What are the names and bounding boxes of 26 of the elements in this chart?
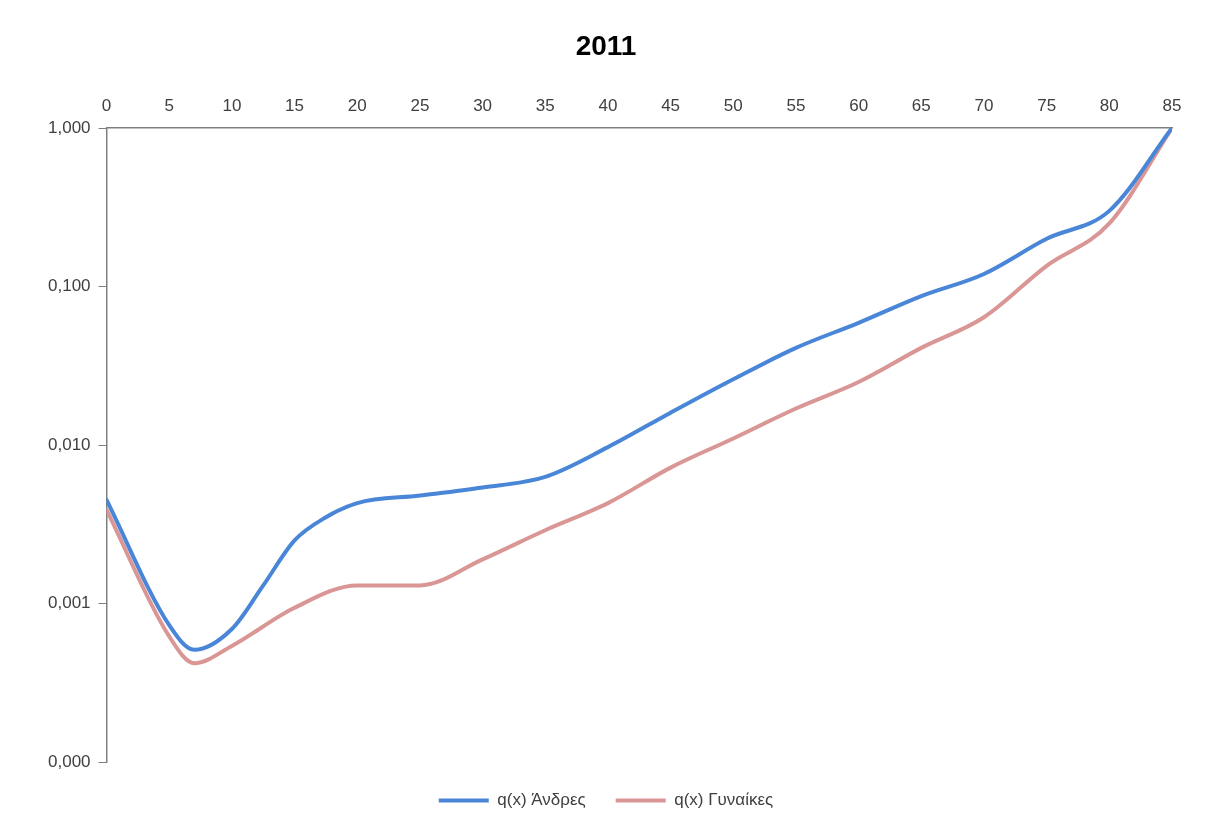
legend-label: q(x) Άνδρες <box>497 790 586 810</box>
x-tick-label: 5 <box>164 96 174 116</box>
y-tick-label: 0,000 <box>47 751 91 771</box>
x-tick-label: 40 <box>598 96 618 116</box>
x-tick-label: 45 <box>661 96 681 116</box>
y-tick-label: 0,100 <box>47 276 91 296</box>
chart-title: 2011 <box>575 29 637 61</box>
x-tick-label: 60 <box>849 96 869 116</box>
x-tick-label: 50 <box>723 96 743 116</box>
x-tick-label: 30 <box>473 96 493 116</box>
x-tick-label: 0 <box>101 96 112 116</box>
x-tick-label: 75 <box>1037 96 1057 116</box>
legend-label: q(x) Γυναίκες <box>674 790 774 810</box>
x-tick-label: 35 <box>535 96 555 116</box>
x-tick-label: 85 <box>1162 96 1182 116</box>
x-tick-label: 70 <box>974 96 994 116</box>
y-tick-label: 0,010 <box>47 434 91 454</box>
x-tick-label: 10 <box>222 96 242 116</box>
y-tick-label: 0,001 <box>47 593 91 613</box>
x-tick-label: 80 <box>1099 96 1119 116</box>
x-tick-label: 55 <box>786 96 806 116</box>
x-tick-label: 65 <box>911 96 931 116</box>
y-tick-label: 1,000 <box>47 117 91 137</box>
x-tick-label: 20 <box>347 96 367 116</box>
x-tick-label: 25 <box>410 96 430 116</box>
x-tick-label: 15 <box>285 96 305 116</box>
